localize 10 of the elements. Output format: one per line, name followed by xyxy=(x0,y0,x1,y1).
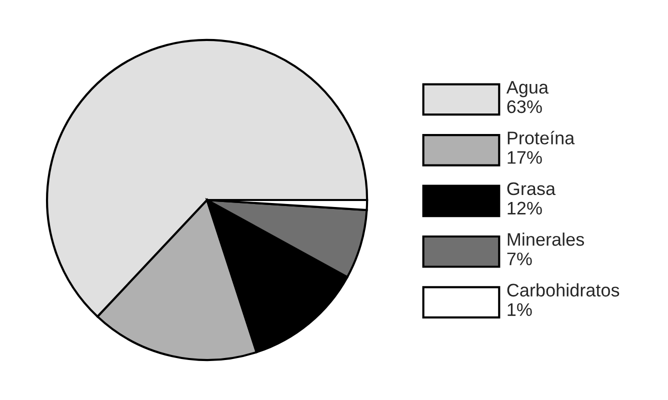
data-label: 7% xyxy=(507,252,532,266)
legend-label: Carbohidratos xyxy=(507,283,620,297)
data-label: 63% xyxy=(507,100,542,114)
legend-label: Grasa xyxy=(507,182,556,196)
legend-label: Proteína xyxy=(508,130,575,144)
data-label: 17% xyxy=(508,151,542,164)
legend-label: Minerales xyxy=(508,232,584,246)
data-label: 1% xyxy=(508,303,532,316)
data-label: 12% xyxy=(508,202,542,214)
legend-label: Agua xyxy=(506,81,549,98)
